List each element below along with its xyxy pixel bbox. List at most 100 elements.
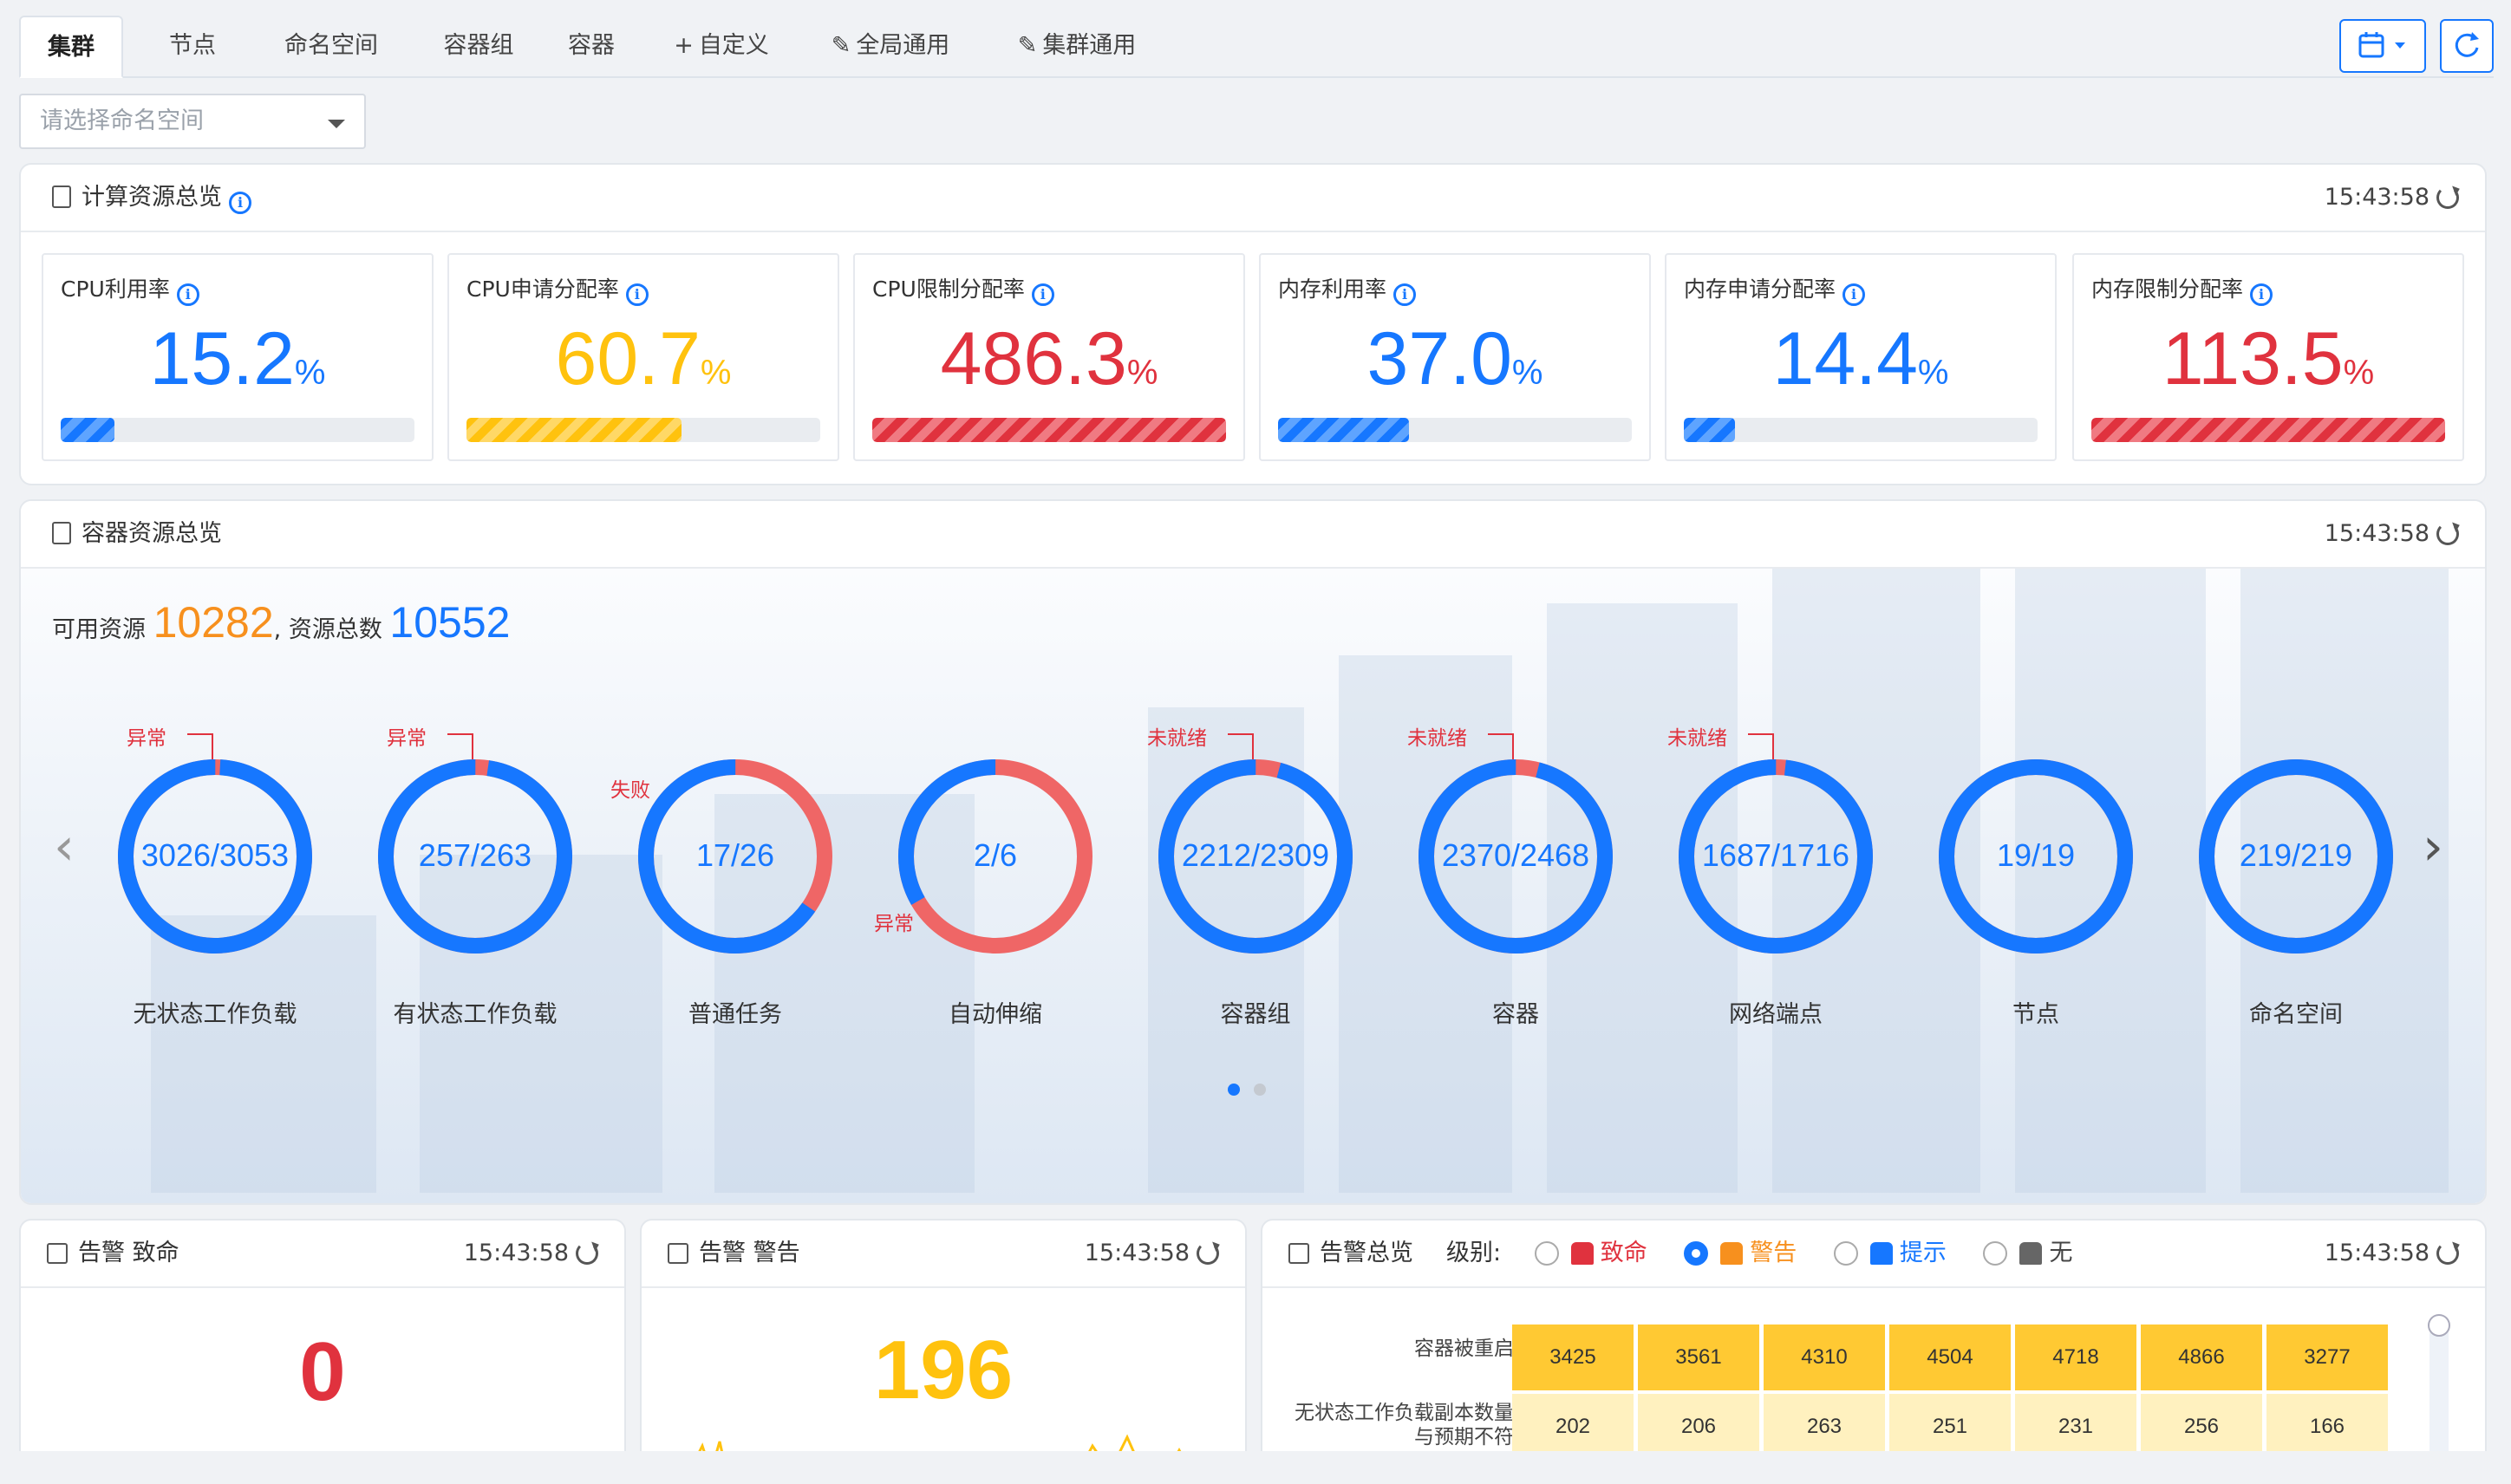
level-option-info[interactable]: 提示	[1833, 1220, 1947, 1286]
info-icon[interactable]: i	[1393, 283, 1417, 306]
ring-label: 容器	[1492, 1001, 1539, 1028]
refresh-icon[interactable]	[2436, 186, 2459, 209]
cube-icon	[47, 1243, 68, 1264]
heatmap-cell[interactable]: 206	[1638, 1394, 1759, 1460]
tab-custom[interactable]: + 自定义	[652, 16, 791, 78]
refresh-button[interactable]	[2440, 19, 2494, 73]
ring-tag-leader	[1228, 733, 1254, 759]
heatmap-cell[interactable]: 3277	[2266, 1325, 2388, 1390]
donut-ring[interactable]	[111, 752, 319, 960]
separator: ,	[273, 616, 282, 643]
level-option-fatal[interactable]: 致命	[1534, 1220, 1647, 1286]
radio-button-selected[interactable]	[1684, 1241, 1709, 1266]
edit-icon: ✎	[831, 32, 851, 59]
ring-value: 2212/2309	[1181, 837, 1330, 873]
carousel-prev-arrow[interactable]: ‹	[54, 817, 75, 877]
refresh-icon[interactable]	[576, 1242, 598, 1265]
radio-button[interactable]	[1833, 1241, 1858, 1266]
progress-bar-fill	[1278, 418, 1409, 442]
document-icon	[52, 186, 71, 208]
tab-nodes[interactable]: 节点	[140, 16, 245, 78]
refresh-icon[interactable]	[2436, 1242, 2459, 1265]
alert-warning-panel: 告警 警告 15:43:58 196	[640, 1219, 1247, 1484]
tab-label: 集群	[48, 34, 95, 61]
heatmap-cell[interactable]: 166	[2266, 1394, 2388, 1460]
warning-count: 196	[873, 1324, 1014, 1416]
heatmap-cell[interactable]: 263	[1764, 1394, 1885, 1460]
metric-value: 14.4%	[1772, 317, 1949, 400]
heatmap-cell[interactable]: 3561	[1638, 1325, 1759, 1390]
heatmap-cell[interactable]: 3425	[1512, 1325, 1634, 1390]
radio-button[interactable]	[1983, 1241, 2008, 1266]
tab-containers[interactable]: 容器	[539, 16, 643, 78]
info-icon[interactable]: i	[176, 283, 199, 306]
info-icon[interactable]: i	[229, 192, 251, 214]
carousel-dot-active[interactable]	[1228, 1084, 1240, 1096]
panel-header: 容器资源总览 15:43:58	[21, 501, 2485, 569]
alert-overview-panel: 告警总览 级别: 致命 警告 提示 无 15:43:58 容器被重启 无状态工作…	[1261, 1219, 2487, 1484]
level-option-none[interactable]: 无	[1983, 1220, 2072, 1286]
ring-ok-segment	[118, 759, 312, 954]
heatmap-cell[interactable]: 4866	[2141, 1325, 2262, 1390]
donut-ring[interactable]	[1412, 752, 1620, 960]
progress-bar-fill	[1684, 418, 1735, 442]
heatmap-cell[interactable]: 256	[2141, 1394, 2262, 1460]
ring-label: 普通任务	[688, 1001, 782, 1028]
available-value: 10282	[153, 598, 274, 647]
panel-timestamp: 15:43:58	[1085, 1220, 1219, 1286]
progress-bar	[2091, 418, 2445, 442]
heatmap-cell[interactable]: 4504	[1889, 1325, 2011, 1390]
info-icon[interactable]: i	[2250, 283, 2273, 306]
heatmap-cell[interactable]: 4310	[1764, 1325, 1885, 1390]
ring-tag-leader	[1488, 733, 1514, 759]
background-image	[21, 569, 2485, 1203]
metric-card: CPU申请分配率 i 60.7%	[447, 253, 839, 461]
radio-button[interactable]	[1534, 1241, 1559, 1266]
carousel-dot[interactable]	[1254, 1084, 1266, 1096]
info-icon[interactable]: i	[1842, 283, 1866, 306]
donut-ring[interactable]	[1151, 752, 1360, 960]
tab-pods[interactable]: 容器组	[418, 16, 539, 78]
ring-label: 自动伸缩	[949, 1001, 1042, 1028]
available-label: 可用资源	[52, 616, 146, 643]
heatmap-cell[interactable]: 231	[2015, 1394, 2136, 1460]
tab-global-common[interactable]: ✎ 全局通用	[804, 16, 977, 78]
metric-label: 内存申请分配率 i	[1684, 272, 1866, 306]
donut-ring[interactable]	[891, 752, 1099, 960]
page-bottom-edge	[0, 1451, 2511, 1484]
tab-cluster[interactable]: 集群	[19, 16, 123, 78]
heatmap-cell[interactable]: 251	[1889, 1394, 2011, 1460]
donut-ring[interactable]	[1672, 752, 1880, 960]
scrollbar-track[interactable]	[2429, 1318, 2449, 1474]
cube-icon	[668, 1243, 688, 1264]
info-icon[interactable]: i	[625, 283, 649, 306]
container-icon	[52, 522, 71, 544]
panel-timestamp: 15:43:58	[464, 1220, 598, 1286]
heatmap-cell[interactable]: 4718	[2015, 1325, 2136, 1390]
progress-bar-fill	[2091, 418, 2445, 442]
refresh-icon[interactable]	[1197, 1242, 1219, 1265]
donut-ring[interactable]	[2192, 752, 2400, 960]
tab-namespaces[interactable]: 命名空间	[245, 16, 418, 78]
scrollbar-handle[interactable]	[2428, 1314, 2450, 1337]
heatmap-cell[interactable]: 202	[1512, 1394, 1634, 1460]
date-picker-button[interactable]	[2339, 19, 2426, 73]
namespace-select[interactable]: 请选择命名空间	[19, 94, 366, 149]
donut-ring[interactable]	[631, 752, 839, 960]
tab-cluster-common[interactable]: ✎ 集群通用	[990, 16, 1164, 78]
plus-icon: +	[674, 32, 694, 59]
donut-ring[interactable]	[1932, 752, 2140, 960]
refresh-icon[interactable]	[2436, 523, 2459, 545]
total-value: 10552	[389, 598, 511, 647]
carousel-next-arrow[interactable]: ›	[2423, 817, 2443, 877]
metric-label: CPU限制分配率 i	[872, 272, 1054, 306]
ring-ok-segment	[2199, 759, 2393, 954]
metric-unit: %	[1511, 354, 1543, 392]
ring-label: 无状态工作负载	[133, 1001, 297, 1028]
donut-ring[interactable]	[371, 752, 579, 960]
tab-bar: 集群 节点 命名空间 容器组 容器 + 自定义 ✎ 全局通用 ✎ 集群通用	[19, 16, 2494, 78]
ring-tag-leader	[447, 733, 473, 759]
info-icon[interactable]: i	[1031, 283, 1054, 306]
ring-value: 1687/1716	[1701, 837, 1850, 873]
level-option-warning[interactable]: 警告	[1684, 1220, 1797, 1286]
